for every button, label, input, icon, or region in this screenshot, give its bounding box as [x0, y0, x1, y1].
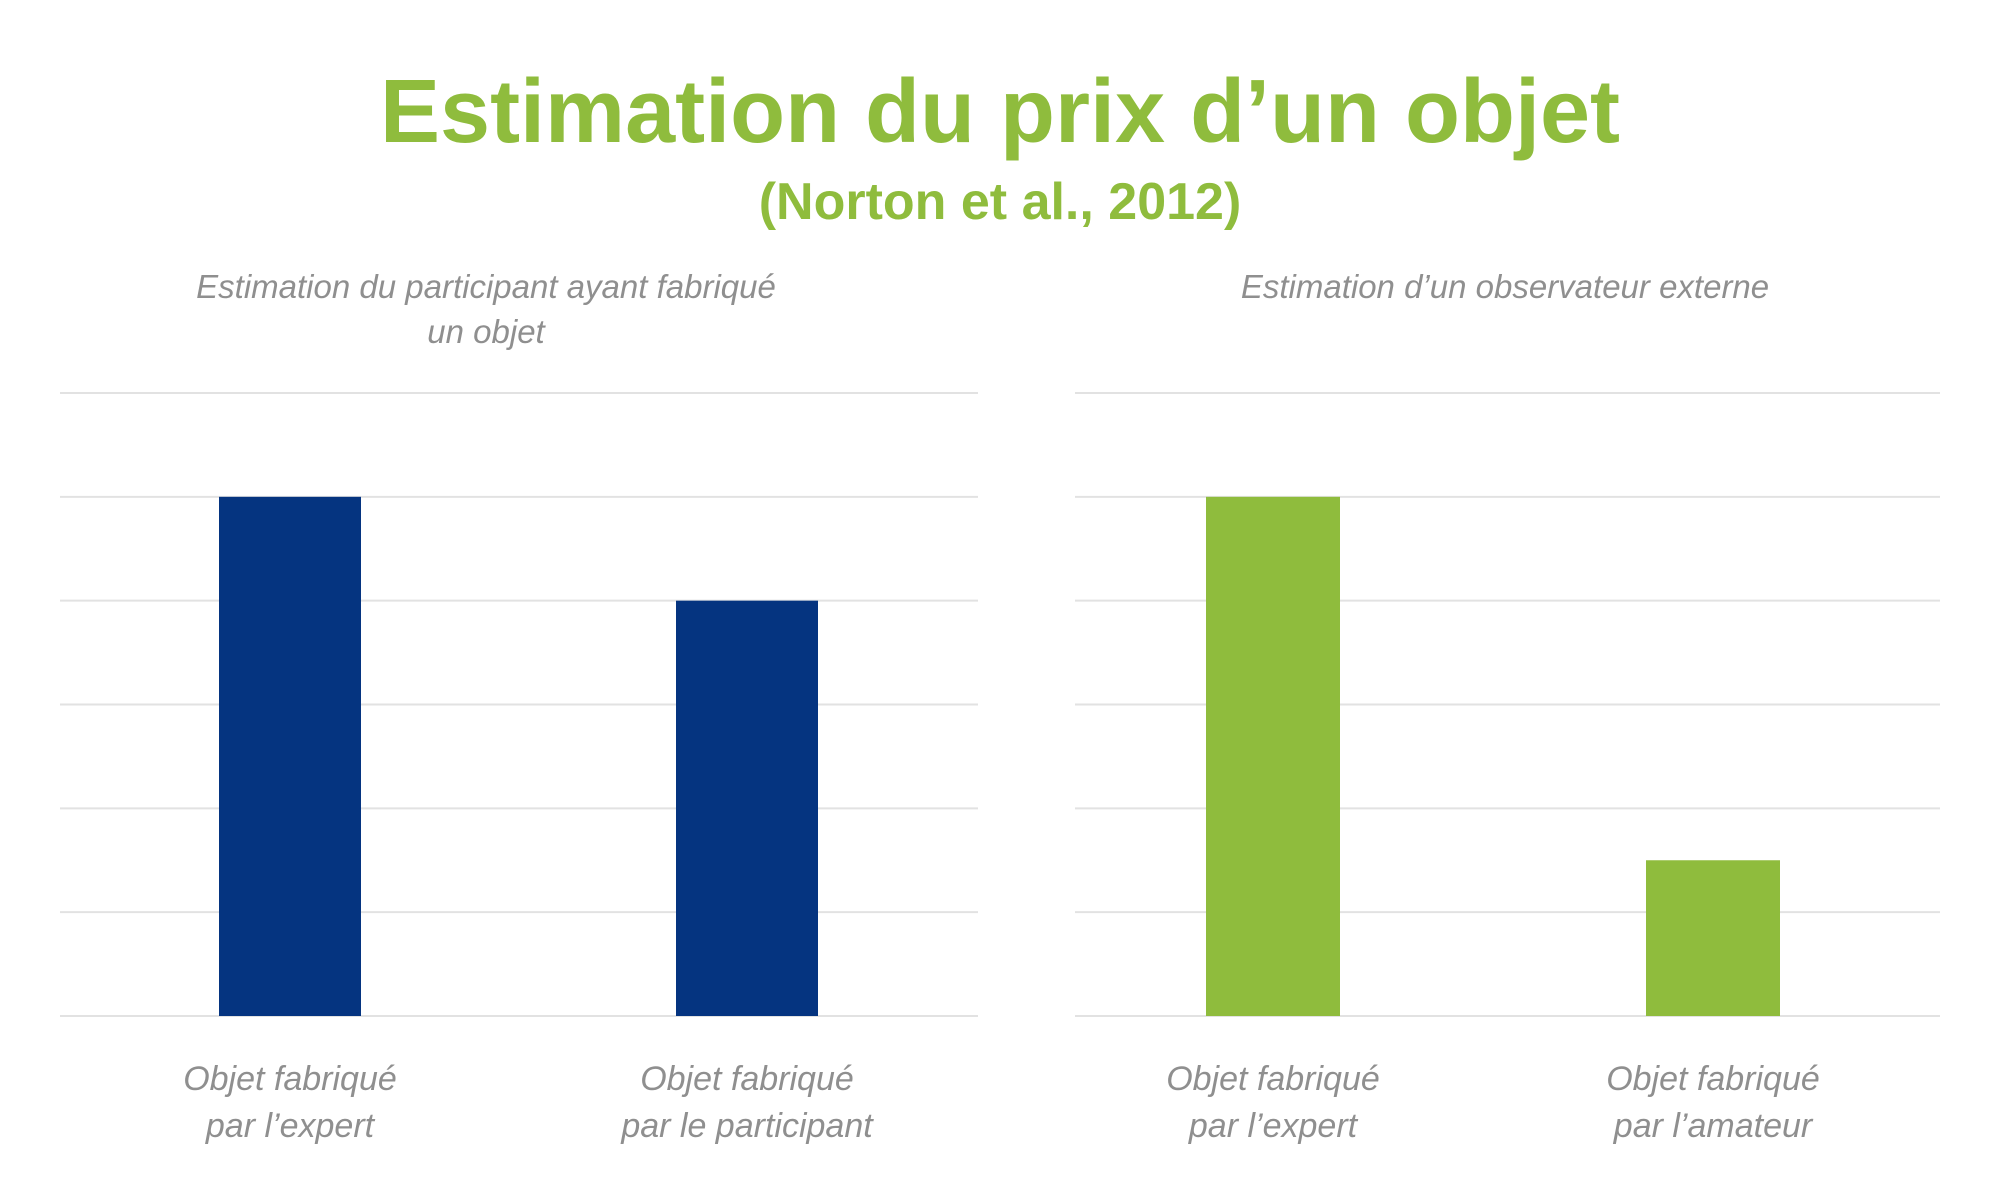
- chart-1: Estimation du participant ayant fabriqué…: [60, 268, 978, 1145]
- bar-1: [1206, 496, 1340, 1016]
- category-label: par l’amateur: [1613, 1107, 1814, 1145]
- page-title: Estimation du prix d’un objet: [379, 62, 1620, 162]
- bar-2: [676, 600, 818, 1016]
- chart-title-line: Estimation d’un observateur externe: [1241, 268, 1769, 305]
- category-label: par le participant: [620, 1107, 874, 1145]
- chart-title-line: Estimation du participant ayant fabriqué: [196, 268, 776, 305]
- bar-2: [1646, 860, 1780, 1016]
- category-label: Objet fabriqué: [640, 1060, 854, 1098]
- category-label: Objet fabriqué: [183, 1060, 397, 1098]
- category-label: Objet fabriqué: [1166, 1060, 1380, 1098]
- chart-title-line: un objet: [427, 313, 546, 350]
- category-label: par l’expert: [205, 1107, 376, 1145]
- page-subtitle: (Norton et al., 2012): [758, 173, 1242, 231]
- chart-2: Estimation d’un observateur externe Objet…: [1075, 268, 1940, 1145]
- bar-1: [219, 496, 361, 1016]
- category-label: Objet fabriqué: [1606, 1060, 1820, 1098]
- category-label: par l’expert: [1188, 1107, 1359, 1145]
